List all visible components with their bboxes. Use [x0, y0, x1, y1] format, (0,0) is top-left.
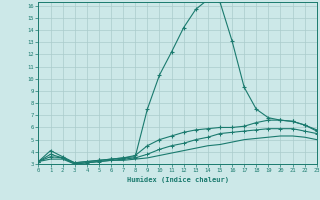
- X-axis label: Humidex (Indice chaleur): Humidex (Indice chaleur): [127, 176, 228, 183]
